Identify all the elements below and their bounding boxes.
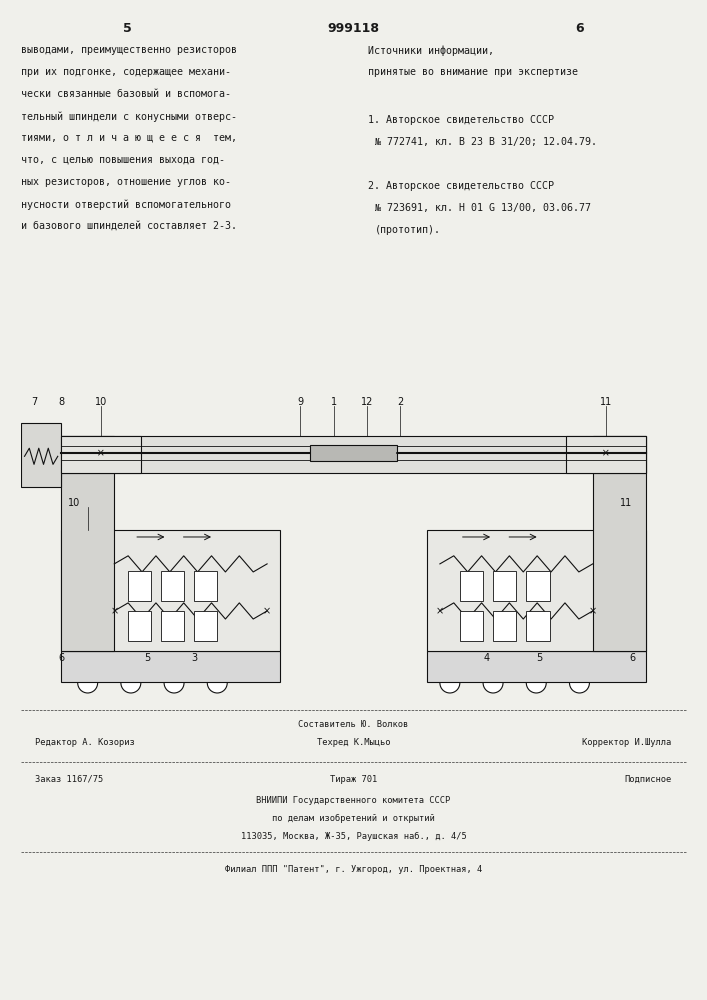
Bar [592, 436, 646, 651]
Bar [127, 611, 151, 641]
Text: 9: 9 [297, 397, 303, 407]
Bar [61, 436, 141, 473]
Text: при их подгонке, содержащее механи-: при их подгонке, содержащее механи- [21, 67, 231, 77]
Text: 11: 11 [600, 397, 612, 407]
Text: Составитель Ю. Волков: Составитель Ю. Волков [298, 720, 409, 729]
Text: 10: 10 [69, 498, 81, 508]
Polygon shape [393, 445, 486, 461]
Bar [160, 611, 184, 641]
Bar [426, 530, 646, 651]
Bar [493, 611, 516, 641]
Text: —×—: —×— [592, 448, 620, 458]
Circle shape [440, 673, 460, 693]
Text: № 723691, кл. Н 01 G 13/00, 03.06.77: № 723691, кл. Н 01 G 13/00, 03.06.77 [375, 203, 591, 213]
Text: Источники информации,: Источники информации, [368, 45, 493, 55]
Circle shape [121, 673, 141, 693]
Text: 5: 5 [123, 22, 132, 35]
Text: Редактор А. Козориз: Редактор А. Козориз [35, 738, 135, 747]
Text: 12: 12 [361, 397, 373, 407]
Text: 2: 2 [397, 397, 403, 407]
Polygon shape [221, 445, 314, 461]
Text: тельный шпиндели с конусными отверс-: тельный шпиндели с конусными отверс- [21, 111, 238, 121]
Text: выводами, преимущественно резисторов: выводами, преимущественно резисторов [21, 45, 238, 55]
Bar [194, 571, 217, 601]
Text: —×—: —×— [87, 448, 115, 458]
Text: Заказ 1167/75: Заказ 1167/75 [35, 775, 104, 784]
Text: ×: × [263, 606, 271, 616]
Bar [127, 571, 151, 601]
Text: 113035, Москва, Ж-35, Раушская наб., д. 4/5: 113035, Москва, Ж-35, Раушская наб., д. … [240, 832, 467, 841]
Text: 8: 8 [58, 397, 64, 407]
Text: принятые во внимание при экспертизе: принятые во внимание при экспертизе [368, 67, 578, 77]
Text: Тираж 701: Тираж 701 [330, 775, 377, 784]
Text: ных резисторов, отношение углов ко-: ных резисторов, отношение углов ко- [21, 177, 231, 187]
Text: 10: 10 [95, 397, 107, 407]
Circle shape [526, 673, 547, 693]
Bar [526, 571, 549, 601]
Text: что, с целью повышения выхода год-: что, с целью повышения выхода год- [21, 155, 226, 165]
Text: Филиал ППП "Патент", г. Ужгород, ул. Проектная, 4: Филиал ППП "Патент", г. Ужгород, ул. Про… [225, 865, 482, 874]
Text: 999118: 999118 [327, 22, 380, 35]
Text: 11: 11 [620, 498, 632, 508]
Text: 1: 1 [330, 397, 337, 407]
Bar [526, 611, 549, 641]
Bar [194, 611, 217, 641]
Bar [61, 436, 115, 651]
Text: ×: × [436, 606, 444, 616]
Text: 3: 3 [191, 653, 197, 663]
Text: 6: 6 [629, 653, 636, 663]
Text: 5: 5 [144, 653, 151, 663]
Circle shape [483, 673, 503, 693]
Bar [460, 571, 483, 601]
Bar [61, 530, 281, 651]
Circle shape [569, 673, 590, 693]
Bar [21, 423, 61, 487]
Bar [61, 651, 281, 682]
Text: ВНИИПИ Государственного комитета СССР: ВНИИПИ Государственного комитета СССР [257, 796, 450, 805]
Text: 5: 5 [537, 653, 543, 663]
Circle shape [78, 673, 98, 693]
Text: Корректор И.Шулла: Корректор И.Шулла [583, 738, 672, 747]
Text: тиями, о т л и ч а ю щ е е с я  тем,: тиями, о т л и ч а ю щ е е с я тем, [21, 133, 238, 143]
Text: 6: 6 [58, 653, 64, 663]
Text: 2. Авторское свидетельство СССР: 2. Авторское свидетельство СССР [368, 181, 554, 191]
Text: ×: × [110, 606, 118, 616]
Bar [460, 611, 483, 641]
Text: 7: 7 [31, 397, 37, 407]
Text: (прототип).: (прототип). [375, 225, 440, 235]
Text: Подписное: Подписное [624, 775, 672, 784]
Text: № 772741, кл. В 23 В 31/20; 12.04.79.: № 772741, кл. В 23 В 31/20; 12.04.79. [375, 137, 597, 147]
Bar [160, 571, 184, 601]
Text: чески связанные базовый и вспомога-: чески связанные базовый и вспомога- [21, 89, 231, 99]
Circle shape [207, 673, 227, 693]
Text: 4: 4 [484, 653, 489, 663]
Bar [566, 436, 646, 473]
Text: по делам изобретений и открытий: по делам изобретений и открытий [272, 814, 435, 823]
Text: ×: × [589, 606, 597, 616]
Text: Техред К.Мыцьо: Техред К.Мыцьо [317, 738, 390, 747]
Text: и базового шпинделей составляет 2-3.: и базового шпинделей составляет 2-3. [21, 221, 238, 231]
Bar [61, 436, 646, 473]
Text: нусности отверстий вспомогательного: нусности отверстий вспомогательного [21, 199, 231, 210]
Text: 1. Авторское свидетельство СССР: 1. Авторское свидетельство СССР [368, 115, 554, 125]
Bar [493, 571, 516, 601]
Bar [426, 651, 646, 682]
Bar [310, 445, 397, 461]
Circle shape [164, 673, 184, 693]
Text: 6: 6 [575, 22, 584, 35]
